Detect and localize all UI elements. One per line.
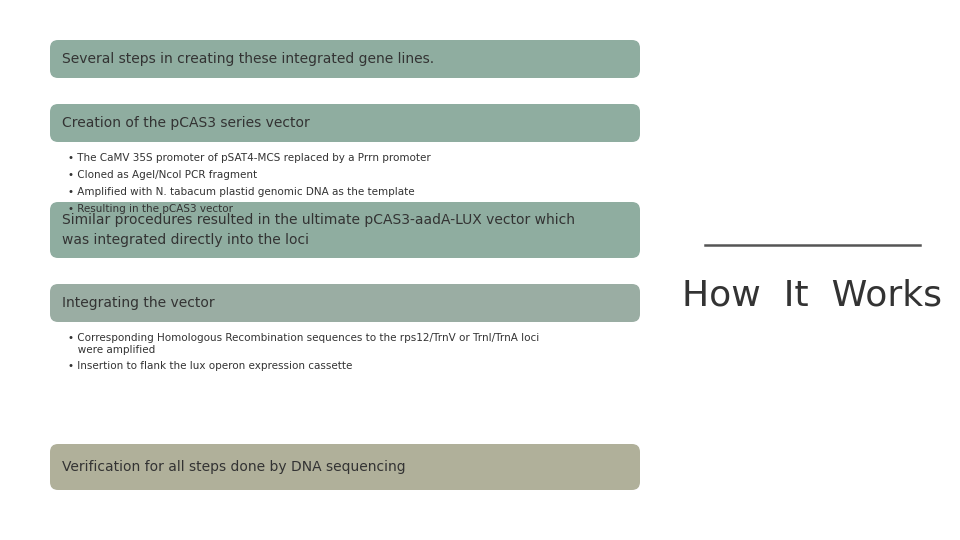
Text: • Corresponding Homologous Recombination sequences to the rps12/TrnV or TrnI/Trn: • Corresponding Homologous Recombination… [68,333,540,355]
Text: Integrating the vector: Integrating the vector [62,296,215,310]
FancyBboxPatch shape [50,40,640,78]
Text: How  It  Works: How It Works [682,278,942,312]
Text: • Cloned as AgeI/NcoI PCR fragment: • Cloned as AgeI/NcoI PCR fragment [68,170,257,180]
Text: • Amplified with N. tabacum plastid genomic DNA as the template: • Amplified with N. tabacum plastid geno… [68,187,415,197]
Text: Verification for all steps done by DNA sequencing: Verification for all steps done by DNA s… [62,460,406,474]
Text: Creation of the pCAS3 series vector: Creation of the pCAS3 series vector [62,116,310,130]
FancyBboxPatch shape [50,202,640,258]
Text: Several steps in creating these integrated gene lines.: Several steps in creating these integrat… [62,52,434,66]
FancyBboxPatch shape [50,104,640,142]
Text: Similar procedures resulted in the ultimate pCAS3-aadA-LUX vector which
was inte: Similar procedures resulted in the ultim… [62,213,575,247]
FancyBboxPatch shape [50,284,640,322]
Text: • The CaMV 35S promoter of pSAT4-MCS replaced by a Prrn promoter: • The CaMV 35S promoter of pSAT4-MCS rep… [68,153,431,163]
Text: • Resulting in the pCAS3 vector: • Resulting in the pCAS3 vector [68,204,233,214]
Text: • Insertion to flank the lux operon expression cassette: • Insertion to flank the lux operon expr… [68,361,352,371]
FancyBboxPatch shape [50,444,640,490]
